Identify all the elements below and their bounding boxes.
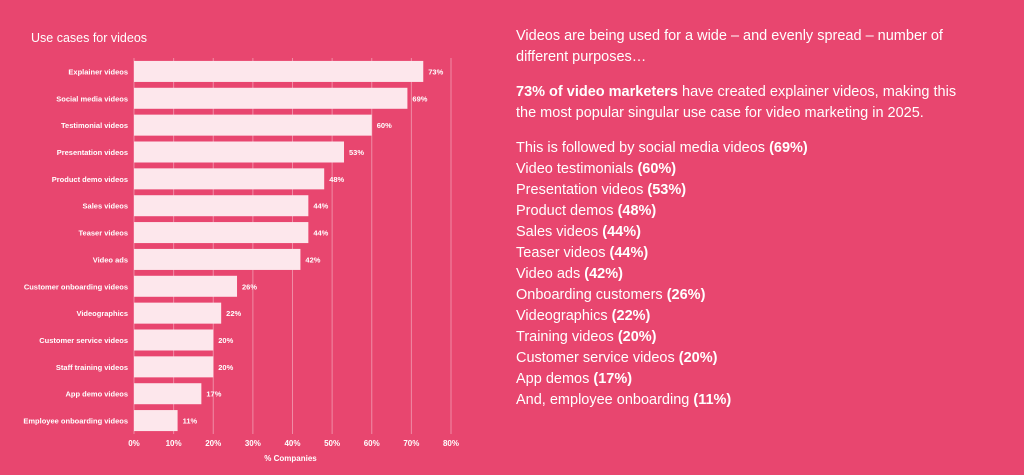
bar <box>134 87 408 109</box>
x-tick-label: 60% <box>364 439 380 448</box>
x-tick-label: 50% <box>324 439 340 448</box>
stat-line: Product demos (48%) <box>516 203 657 219</box>
bar <box>134 114 372 136</box>
bar <box>134 275 238 297</box>
x-tick-label: 80% <box>443 439 459 448</box>
data-label: 20% <box>218 363 233 372</box>
category-label: Explainer videos <box>68 67 128 76</box>
data-label: 53% <box>349 148 364 157</box>
category-label: Teaser videos <box>79 229 128 238</box>
category-label: Customer service videos <box>39 336 128 345</box>
data-label: 26% <box>242 282 257 291</box>
bar <box>134 222 309 244</box>
x-tick-label: 0% <box>128 439 140 448</box>
data-label: 44% <box>313 202 328 211</box>
bar-chart: 0% 10% 20% 30% 40% 50% 60% 70% 80% % Companies Exp… <box>23 58 459 463</box>
data-label: 20% <box>218 336 233 345</box>
stat-line: Video ads (42%) <box>516 266 623 282</box>
category-label: Videographics <box>76 309 128 318</box>
data-label: 48% <box>329 175 344 184</box>
bar <box>134 248 301 270</box>
stat-line: Training videos (20%) <box>516 329 657 345</box>
bar <box>134 356 214 378</box>
category-label: Staff training videos <box>56 363 128 372</box>
x-tick-label: 70% <box>403 439 419 448</box>
bar <box>134 329 214 351</box>
intro-text: Videos are being used for a wide – and e… <box>516 28 943 65</box>
x-tick-label: 30% <box>245 439 261 448</box>
data-label: 73% <box>428 67 443 76</box>
data-label: 11% <box>183 417 198 426</box>
stat-line: Presentation videos (53%) <box>516 182 687 198</box>
stat-line: Sales videos (44%) <box>516 224 641 240</box>
data-label: 60% <box>377 121 392 130</box>
category-label: Presentation videos <box>57 148 128 157</box>
chart-title: Use cases for videos <box>31 31 148 45</box>
category-label: App demo videos <box>65 390 128 399</box>
bar <box>134 195 309 217</box>
stat-line: And, employee onboarding (11%) <box>516 392 732 408</box>
bar <box>134 383 202 405</box>
bar <box>134 141 345 163</box>
x-tick-label: 20% <box>205 439 221 448</box>
stat-line: Customer service videos (20%) <box>516 350 718 366</box>
stat-line: App demos (17%) <box>516 371 633 387</box>
stat-line: Video testimonials (60%) <box>516 161 677 177</box>
category-label: Testimonial videos <box>61 121 128 130</box>
stat-line: Onboarding customers (26%) <box>516 287 706 303</box>
data-label: 22% <box>226 309 241 318</box>
x-tick-label: 10% <box>166 439 182 448</box>
stat-line: Teaser videos (44%) <box>516 245 649 261</box>
stat-line: This is followed by social media videos … <box>516 140 808 156</box>
bar <box>134 302 222 324</box>
data-label: 42% <box>305 255 320 264</box>
highlight-bold: 73% of video marketers <box>516 84 678 100</box>
stats-list: This is followed by social media videos … <box>516 138 966 411</box>
data-label: 17% <box>206 390 221 399</box>
bar <box>134 410 178 432</box>
category-label: Customer onboarding videos <box>24 282 128 291</box>
category-label: Employee onboarding videos <box>23 417 128 426</box>
category-label: Video ads <box>93 255 128 264</box>
x-tick-label: 40% <box>284 439 300 448</box>
highlight-rest: have created explainer videos, making th… <box>516 84 957 121</box>
category-label: Social media videos <box>56 94 128 103</box>
description-panel: Videos are being used for a wide – and e… <box>516 26 966 411</box>
highlight-text: 73% of video marketers have created expl… <box>516 82 966 124</box>
category-label: Sales videos <box>83 202 128 211</box>
category-label: Product demo videos <box>52 175 128 184</box>
bar <box>134 168 325 190</box>
data-label: 44% <box>313 229 328 238</box>
data-label: 69% <box>412 94 427 103</box>
stat-line: Videographics (22%) <box>516 308 651 324</box>
x-axis-label: % Companies <box>264 454 317 463</box>
bar <box>134 60 424 82</box>
